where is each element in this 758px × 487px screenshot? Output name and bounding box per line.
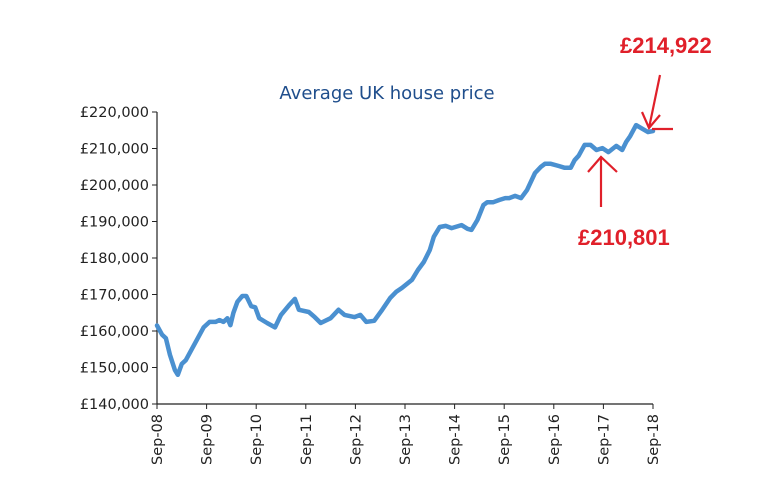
- arrow-icon: [640, 74, 673, 131]
- annotation-latest-price: £214,922: [620, 33, 712, 58]
- x-tick-label: Sep-13: [398, 414, 414, 465]
- y-tick-label: £200,000: [80, 178, 149, 194]
- x-tick-label: Sep-12: [348, 414, 364, 465]
- x-tick-label: Sep-16: [547, 414, 563, 465]
- y-tick-label: £210,000: [80, 142, 149, 158]
- x-tick-label: Sep-15: [497, 414, 513, 465]
- y-tick-label: £140,000: [80, 397, 149, 413]
- x-tick-label: Sep-18: [646, 414, 662, 465]
- x-tick-label: Sep-08: [150, 414, 166, 465]
- x-tick-label: Sep-14: [448, 414, 464, 465]
- chart-title: Average UK house price: [279, 83, 494, 104]
- x-tick-label: Sep-17: [596, 414, 612, 465]
- y-tick-label: £150,000: [80, 361, 149, 377]
- price-line: [154, 122, 656, 378]
- y-tick-label: £190,000: [80, 215, 149, 231]
- y-tick-label: £160,000: [80, 324, 149, 340]
- y-tick-label: £220,000: [80, 105, 149, 121]
- x-tick-label: Sep-10: [249, 414, 265, 465]
- y-tick-label: £180,000: [80, 251, 149, 267]
- arrow-icon: [587, 155, 618, 207]
- x-tick-label: Sep-11: [299, 414, 315, 465]
- x-tick-label: Sep-09: [200, 414, 216, 465]
- annotation-prior-price: £210,801: [578, 225, 670, 250]
- y-tick-label: £170,000: [80, 288, 149, 304]
